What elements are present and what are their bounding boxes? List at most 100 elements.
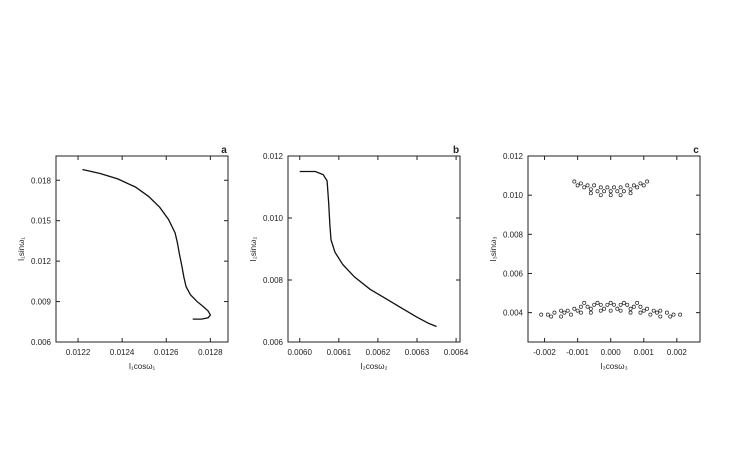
y-tick-label: 0.012	[263, 152, 284, 161]
scatter-point	[658, 308, 663, 313]
y-axis-label: I₁sinω₁	[17, 237, 26, 261]
chart-panel-a: 0.0122 0.0124 0.0126 0.0128 0.006 0.009 0.012 0…	[17, 145, 229, 371]
x-tick-label: 0.000	[601, 348, 622, 357]
scatter-point	[598, 185, 603, 190]
y-tick-label: 0.006	[263, 338, 284, 347]
scatter-point	[585, 183, 590, 188]
x-tick-label: 0.0062	[366, 348, 391, 357]
chart-panel-b: 0.0060 0.0061 0.0062 0.0063 0.0064 0.006 0.008…	[249, 145, 469, 371]
scatter-point	[628, 306, 633, 311]
scatter-point	[618, 302, 623, 307]
x-tick-label: 0.001	[634, 348, 655, 357]
x-tick-label: 0.0126	[154, 348, 179, 357]
scatter-point	[612, 185, 616, 190]
scatter-point	[602, 306, 607, 311]
scatter-point	[628, 310, 633, 315]
scatter-point	[635, 185, 640, 190]
scatter-point	[631, 183, 636, 188]
scatter-point	[559, 314, 564, 319]
scatter-point	[602, 189, 607, 194]
scatter-point	[628, 187, 633, 192]
scatter-point	[621, 300, 626, 305]
scatter-point	[578, 181, 583, 186]
scatter-point	[608, 189, 613, 194]
scatter-point	[638, 304, 643, 309]
scatter-point	[678, 312, 683, 317]
scatter-point	[575, 308, 580, 313]
y-axis-label: I₂sinω₂	[249, 237, 258, 262]
scatter-point	[651, 308, 656, 313]
scatter-point	[588, 310, 593, 315]
y-tick-label: 0.004	[503, 309, 524, 318]
scatter-point	[565, 308, 570, 313]
scatter-point	[588, 187, 593, 192]
scatter-point	[615, 189, 620, 194]
y-tick-label: 0.008	[263, 276, 284, 285]
scatter-point	[638, 310, 643, 315]
y-tick-label: 0.018	[31, 176, 52, 185]
x-tick-label: 0.0061	[327, 348, 352, 357]
scatter-point	[578, 304, 583, 309]
scatter-point	[582, 185, 587, 190]
scatter-point	[638, 181, 643, 186]
series-line	[82, 168, 212, 320]
scatter-point	[569, 312, 573, 317]
x-tick-label: 0.0063	[405, 348, 430, 357]
chart-panel-c: -0.002 -0.001 0.000 0.001 0.002 0.004 0.006 0.0…	[489, 145, 701, 371]
y-tick-label: 0.006	[31, 338, 52, 347]
scatter-point	[585, 304, 590, 309]
x-tick-label: 0.0060	[287, 348, 312, 357]
scatter-point	[648, 312, 653, 317]
scatter-point	[658, 314, 663, 319]
scatter-point	[559, 308, 564, 313]
scatter-point	[618, 308, 623, 313]
panel-label: c	[693, 145, 699, 156]
x-tick-label: 0.0122	[66, 348, 91, 357]
scatter-point	[625, 302, 630, 307]
x-tick-label: 0.0064	[444, 348, 469, 357]
y-tick-label: 0.009	[31, 298, 52, 307]
scatter-point	[598, 302, 603, 307]
scatter-point	[588, 191, 593, 196]
y-tick-label: 0.012	[31, 257, 52, 266]
scatter-point	[608, 308, 613, 313]
scatter-point	[645, 306, 650, 311]
y-tick-label: 0.012	[503, 152, 524, 161]
y-tick-label: 0.015	[31, 217, 52, 226]
x-tick-label: 0.002	[667, 348, 688, 357]
scatter-point	[572, 306, 577, 311]
scatter-point	[595, 189, 600, 194]
scatter-point	[598, 308, 603, 313]
scatter-point	[621, 189, 626, 194]
scatter-point	[562, 310, 567, 315]
y-axis-label: I₃sinω₃	[489, 236, 498, 261]
scatter-point	[608, 193, 613, 198]
scatter-point	[618, 185, 623, 190]
x-tick-label: 0.0124	[110, 348, 135, 357]
scatter-point	[612, 302, 616, 307]
scatter-point	[578, 310, 583, 315]
y-tick-label: 0.008	[503, 230, 524, 239]
scatter-point	[539, 312, 544, 317]
scatter-point	[598, 193, 603, 198]
series-line	[299, 170, 437, 328]
scatter-point	[671, 312, 676, 317]
scatter-point	[608, 300, 613, 305]
scatter-point	[572, 179, 577, 184]
x-tick-label: -0.001	[566, 348, 589, 357]
scatter-point	[592, 183, 597, 188]
plot-frame	[55, 155, 229, 343]
x-axis-label: I₁cosω₁	[129, 362, 156, 371]
panel-label: a	[221, 145, 227, 156]
scatter-point	[635, 300, 640, 305]
scatter-point	[582, 300, 587, 305]
scatter-point	[641, 308, 646, 313]
scatter-point	[631, 304, 636, 309]
scatter-point	[615, 306, 620, 311]
scatter-point	[628, 191, 633, 196]
scatter-point	[549, 314, 554, 319]
scatter-point	[575, 183, 580, 188]
scatter-point	[625, 183, 630, 188]
